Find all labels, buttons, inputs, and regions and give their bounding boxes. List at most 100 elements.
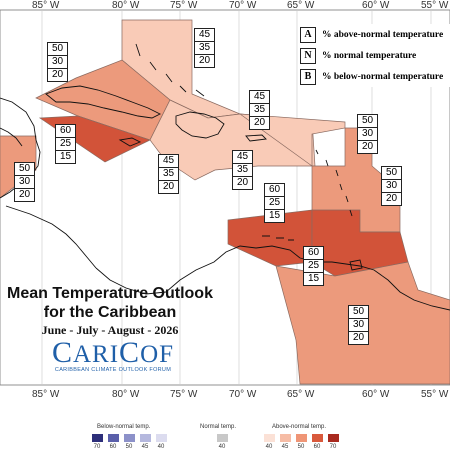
prob-below: 20 (51, 69, 64, 80)
key-row-above: A % above-normal temperature (300, 24, 450, 45)
lon-label-top-65: 65° W (287, 0, 315, 11)
prob-normal: 25 (56, 138, 75, 151)
prob-below: 20 (361, 141, 374, 152)
key-letter-normal: N (300, 47, 316, 64)
lon-label-bottom-70: 70° W (229, 389, 257, 400)
prob-box-guianas: 50 30 20 (348, 305, 369, 345)
venezuela-coast (299, 257, 450, 311)
logo-tagline: CARIBBEAN CLIMATE OUTLOOK FORUM (54, 367, 172, 373)
legend-tick-above: 45 (281, 444, 289, 450)
key-text-normal: % normal temperature (322, 50, 417, 61)
lon-label-bottom-75: 75° W (170, 389, 198, 400)
legend-tick-above: 50 (297, 444, 305, 450)
legend-swatch-above (328, 434, 339, 442)
prob-normal: 30 (349, 319, 368, 332)
prob-below: 15 (268, 210, 281, 221)
prob-above: 60 (304, 247, 323, 260)
legend-swatch-below (124, 434, 135, 442)
prob-above: 45 (159, 155, 178, 168)
prob-below: 20 (385, 193, 398, 204)
key-letter-above: A (300, 26, 316, 43)
prob-above: 45 (233, 151, 252, 164)
lon-label-bottom-85: 85° W (32, 389, 60, 400)
abc-islands (262, 235, 294, 241)
trinidad (349, 259, 363, 271)
season-subtitle: June - July - August - 2026 (41, 323, 179, 337)
jamaica (118, 137, 142, 147)
legend-swatch-below (92, 434, 103, 442)
legend-above-label: Above-normal temp. (272, 424, 327, 430)
title-line-1: Mean Temperature Outlook (7, 285, 213, 302)
prob-above: 60 (56, 125, 75, 138)
lon-label-bottom-60: 60° W (362, 389, 390, 400)
prob-above: 60 (265, 184, 284, 197)
prob-box-turks-caicos: 45 35 20 (249, 90, 270, 130)
hispaniola (175, 111, 225, 139)
legend-tick-below: 70 (93, 444, 101, 450)
colombia-coast (165, 245, 301, 293)
lon-label-top-55: 55° W (421, 0, 449, 11)
legend-swatch-below (108, 434, 119, 442)
bahamas-islands (135, 43, 205, 97)
probability-key: A % above-normal temperature N % normal … (300, 24, 450, 87)
prob-normal: 30 (48, 56, 67, 69)
zone-puerto-rico-abc (227, 209, 313, 267)
legend-swatch-below (156, 434, 167, 442)
cuba (45, 85, 162, 119)
prob-above: 45 (250, 91, 269, 104)
prob-normal: 25 (304, 260, 323, 273)
prob-box-bahamas: 45 35 20 (194, 28, 215, 68)
prob-box-northern-leewards: 50 30 20 (357, 114, 378, 154)
legend-below-label: Below-normal temp. (97, 424, 151, 430)
prob-below: 15 (307, 273, 320, 284)
legend-tick-above: 60 (313, 444, 321, 450)
lon-label-top-75: 75° W (170, 0, 198, 11)
legend-tick-below: 50 (125, 444, 133, 450)
prob-below: 20 (18, 189, 31, 200)
coastlines (0, 43, 450, 311)
prob-above: 50 (349, 306, 368, 319)
prob-normal: 30 (15, 176, 34, 189)
prob-below: 20 (236, 177, 249, 188)
prob-below: 20 (253, 117, 266, 128)
prob-normal: 30 (382, 180, 401, 193)
legend-normal-label: Normal temp. (200, 424, 237, 430)
legend-tick-above: 70 (329, 444, 337, 450)
prob-normal: 30 (358, 128, 377, 141)
lon-label-top-60: 60° W (362, 0, 390, 11)
prob-box-puerto-rico-abc: 60 25 15 (264, 183, 285, 223)
prob-above: 50 (48, 43, 67, 56)
lon-label-top-70: 70° W (229, 0, 257, 11)
prob-normal: 35 (250, 104, 269, 117)
puerto-rico (245, 134, 267, 142)
prob-box-jamaica: 45 35 20 (158, 154, 179, 194)
legend-swatch-above (264, 434, 275, 442)
lon-label-top-85: 85° W (32, 0, 60, 11)
lon-label-top-80: 80° W (112, 0, 140, 11)
legend-swatch-normal (217, 434, 228, 442)
lon-label-bottom-80: 80° W (112, 389, 140, 400)
prob-below: 20 (352, 332, 365, 343)
key-letter-below: B (300, 68, 316, 85)
prob-above: 50 (382, 167, 401, 180)
prob-above: 45 (195, 29, 214, 42)
prob-box-cuba-north: 50 30 20 (47, 42, 68, 82)
lesser-antilles (315, 149, 353, 217)
legend-swatch-above (296, 434, 307, 442)
prob-normal: 35 (233, 164, 252, 177)
mosquito-coast (5, 205, 97, 269)
map-title: Mean Temperature Outlook for the Caribbe… (0, 284, 220, 322)
caricof-logo: CARICOF CARIBBEAN CLIMATE OUTLOOK FORUM (38, 338, 188, 374)
key-text-below: % below-normal temperature (322, 71, 444, 82)
key-text-above: % above-normal temperature (322, 29, 444, 40)
key-row-below: B % below-normal temperature (300, 66, 450, 87)
legend-tick-above: 40 (265, 444, 273, 450)
prob-below: 20 (162, 181, 175, 192)
yucatan-coast (0, 127, 23, 147)
legend-tick-normal: 40 (218, 444, 226, 450)
longitude-labels: 85° W 80° W 75° W 70° W 65° W 60° W 55° … (32, 0, 449, 400)
prob-below: 15 (59, 151, 72, 162)
lon-label-bottom-65: 65° W (287, 389, 315, 400)
legend-swatch-below (140, 434, 151, 442)
prob-box-trinidad: 60 25 15 (303, 246, 324, 286)
